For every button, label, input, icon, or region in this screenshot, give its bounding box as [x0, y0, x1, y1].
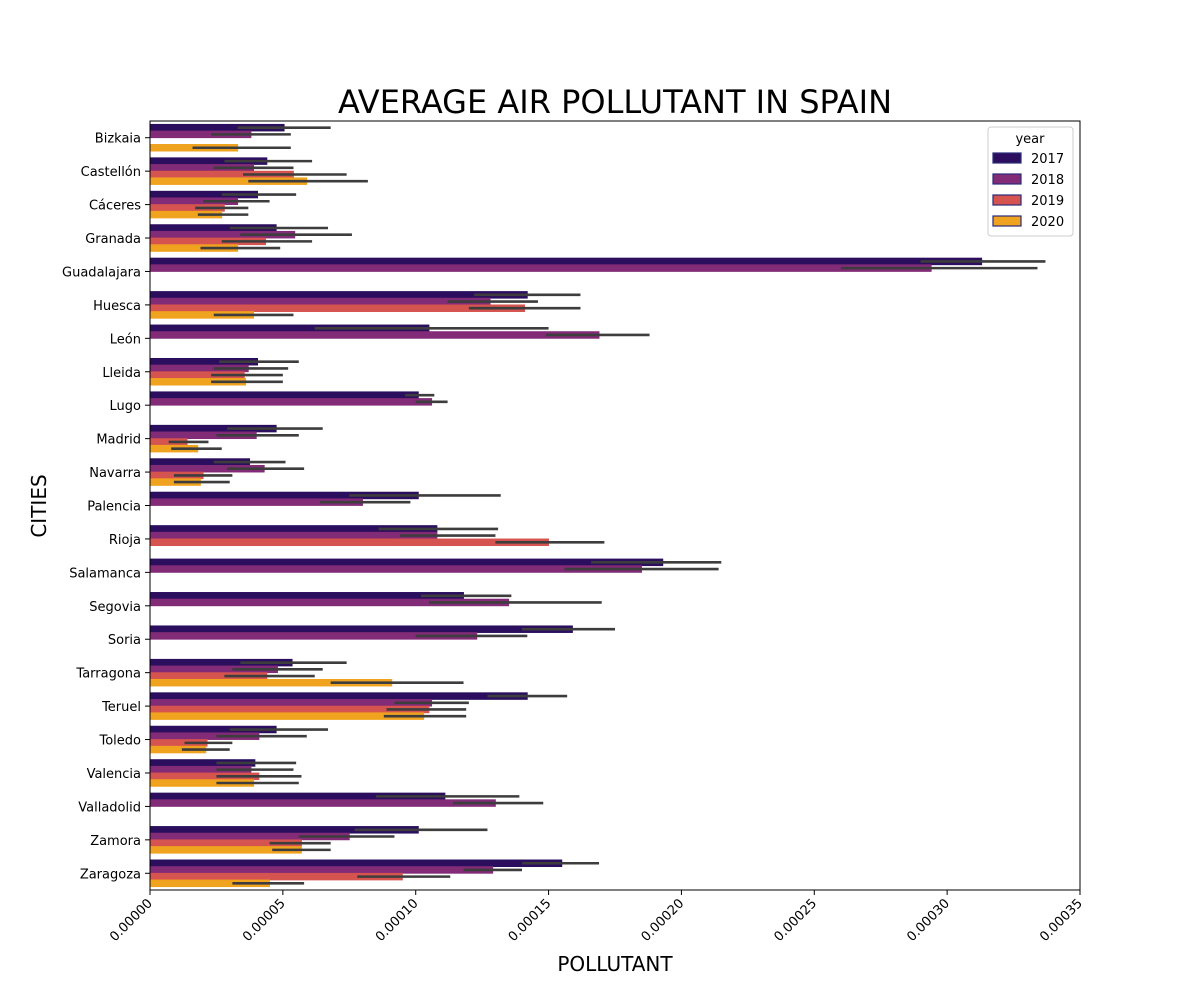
x-tick-label: 0.00005 [240, 896, 289, 945]
bar-2017-segovia [149, 592, 464, 600]
y-tick-label: Lugo [110, 399, 142, 414]
bar-2017-guadalajara [149, 257, 983, 266]
legend-title: year [1015, 132, 1045, 147]
legend-label-2019: 2019 [1031, 194, 1064, 209]
plot-frame [149, 120, 1081, 891]
chart-title: AVERAGE AIR POLLUTANT IN SPAIN [338, 83, 892, 121]
bar-2017-lugo [149, 391, 419, 399]
y-tick-label: Teruel [101, 700, 141, 715]
bar-2019-rioja [149, 538, 549, 547]
bar-2020-teruel [149, 712, 425, 720]
bar-2017-soria [149, 625, 573, 633]
bar-2018-león [149, 331, 600, 339]
y-tick-label: Guadalajara [62, 265, 141, 280]
bar-2018-teruel [149, 699, 433, 707]
y-tick-label: Soria [108, 633, 141, 648]
x-axis-title: POLLUTANT [557, 952, 673, 976]
legend-items: 2017 2018 2019 2020 [992, 152, 1064, 230]
x-tick-label: 0.00030 [904, 896, 953, 945]
bar-2017-salamanca [149, 558, 664, 567]
y-tick-label: Zaragoza [80, 867, 141, 882]
y-tick-label: León [110, 332, 141, 347]
y-tick-label: Palencia [87, 500, 141, 515]
y-tick-label: Madrid [96, 433, 141, 448]
legend-swatch-2018 [992, 173, 1022, 185]
bar-2018-valladolid [149, 799, 496, 807]
y-tick-label: Valladolid [78, 800, 141, 815]
bar-2017-zaragoza [149, 859, 563, 867]
y-axis-title: CITIES [27, 474, 51, 537]
bar-2019-huesca [149, 304, 526, 312]
y-tick-label: Toledo [98, 734, 141, 749]
legend-label-2018: 2018 [1031, 173, 1064, 188]
x-tick-label: 0.00010 [373, 896, 422, 945]
legend-label-2017: 2017 [1031, 152, 1064, 167]
y-tick-label: Cáceres [89, 199, 141, 214]
y-tick-label: Granada [85, 232, 141, 247]
y-tick-label: Bizkaia [95, 132, 141, 147]
legend[interactable]: year 2017 2018 2019 2020 [987, 126, 1074, 237]
y-tick-label: Segovia [89, 600, 141, 615]
x-tick-label: 0.00025 [771, 896, 820, 945]
y-tick-label: Tarragona [75, 667, 141, 682]
legend-swatch-2020 [992, 215, 1022, 227]
y-tick-label: Valencia [87, 767, 141, 782]
y-tick-label: Navarra [89, 466, 141, 481]
bar-2017-huesca [149, 291, 528, 299]
x-tick-label: 0.00015 [506, 896, 555, 945]
x-tick-label: 0.00020 [639, 896, 688, 945]
bar-2017-teruel [149, 692, 528, 700]
legend-swatch-2017 [992, 152, 1022, 164]
x-axis: 0.00000 0.00005 0.00010 0.00015 0.00020 0.000… [107, 890, 1086, 945]
bar-2018-lugo [149, 398, 433, 406]
y-tick-label: Salamanca [69, 566, 141, 581]
y-tick-label: Zamora [90, 834, 141, 849]
plot-area [149, 123, 1046, 888]
x-tick-label: 0.00000 [107, 896, 156, 945]
y-axis: Bizkaia Castellón Cáceres Granada Guadalajar… [62, 132, 150, 882]
legend-label-2020: 2020 [1031, 215, 1064, 230]
bar-2018-guadalajara [149, 264, 932, 272]
y-tick-label: Lleida [102, 366, 141, 381]
legend-swatch-2019 [992, 194, 1022, 206]
y-tick-label: Castellón [81, 165, 141, 180]
bar-2018-rioja [149, 531, 438, 540]
x-tick-label: 0.00035 [1037, 896, 1086, 945]
bar-2018-huesca [149, 297, 491, 306]
y-tick-label: Huesca [93, 299, 141, 314]
y-tick-label: Rioja [109, 533, 141, 548]
bar-2018-zaragoza [149, 866, 494, 874]
